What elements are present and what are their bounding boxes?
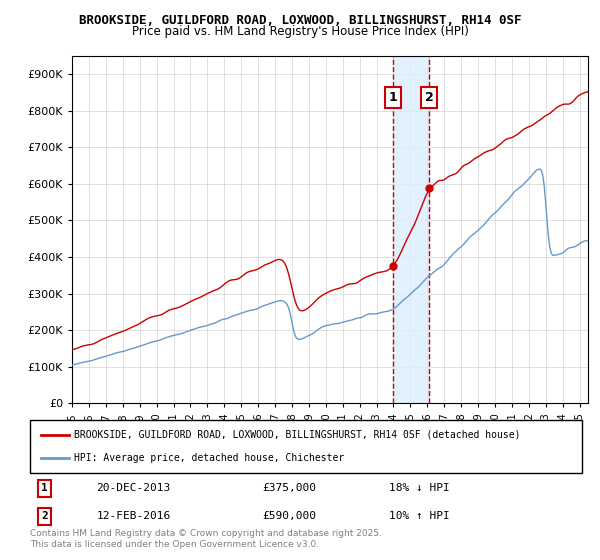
Text: 2: 2 (41, 511, 48, 521)
Text: £375,000: £375,000 (262, 483, 316, 493)
Text: BROOKSIDE, GUILDFORD ROAD, LOXWOOD, BILLINGSHURST, RH14 0SF (detached house): BROOKSIDE, GUILDFORD ROAD, LOXWOOD, BILL… (74, 430, 521, 440)
Text: 20-DEC-2013: 20-DEC-2013 (96, 483, 170, 493)
Text: 12-FEB-2016: 12-FEB-2016 (96, 511, 170, 521)
Bar (393, 56, 430, 403)
Text: 1: 1 (41, 483, 48, 493)
Text: 1: 1 (389, 91, 397, 104)
Text: 2: 2 (425, 91, 434, 104)
Text: HPI: Average price, detached house, Chichester: HPI: Average price, detached house, Chic… (74, 453, 344, 463)
Text: 18% ↓ HPI: 18% ↓ HPI (389, 483, 449, 493)
Text: BROOKSIDE, GUILDFORD ROAD, LOXWOOD, BILLINGSHURST, RH14 0SF: BROOKSIDE, GUILDFORD ROAD, LOXWOOD, BILL… (79, 14, 521, 27)
Text: Price paid vs. HM Land Registry's House Price Index (HPI): Price paid vs. HM Land Registry's House … (131, 25, 469, 38)
Text: Contains HM Land Registry data © Crown copyright and database right 2025.
This d: Contains HM Land Registry data © Crown c… (30, 529, 382, 549)
Text: £590,000: £590,000 (262, 511, 316, 521)
FancyBboxPatch shape (30, 420, 582, 473)
Text: 10% ↑ HPI: 10% ↑ HPI (389, 511, 449, 521)
